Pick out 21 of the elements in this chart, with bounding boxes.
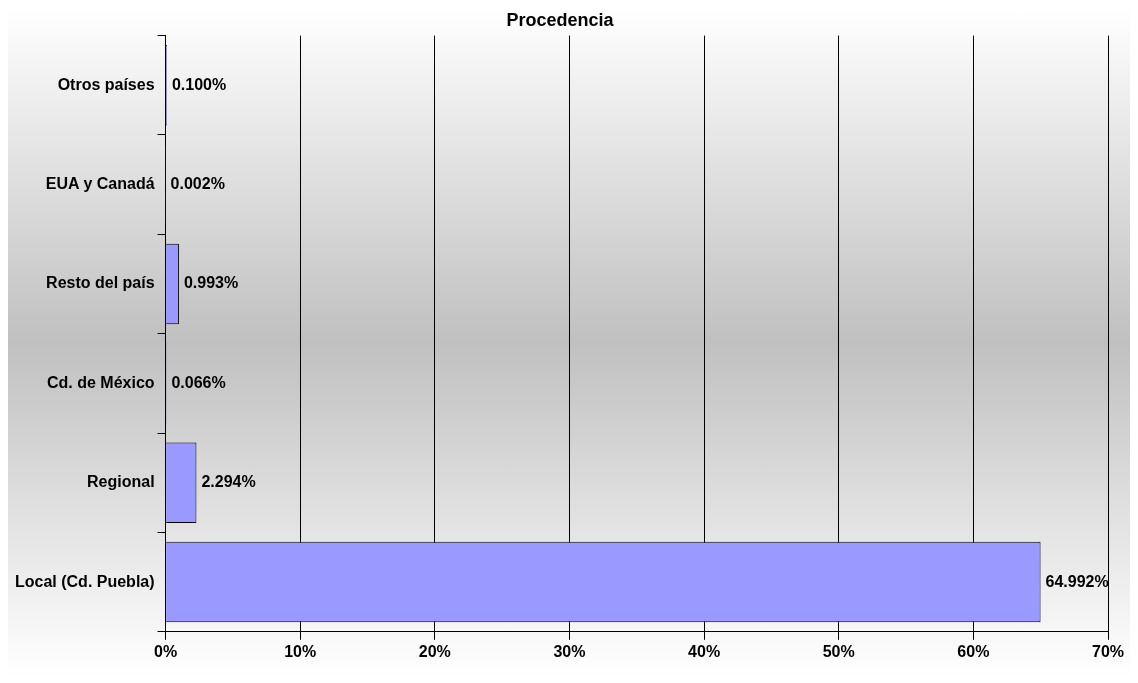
y-tick-label: Otros países [57, 75, 155, 93]
y-tick-label: Regional [87, 473, 155, 491]
x-tick-label: 70% [1091, 642, 1125, 660]
data-label: 0.993% [183, 274, 239, 292]
y-tick-label: Resto del país [46, 274, 155, 292]
data-label: 0.100% [171, 75, 227, 93]
x-tick-label: 50% [822, 642, 855, 660]
x-tick-label: 30% [553, 642, 586, 660]
chart-title: Procedencia [506, 9, 615, 30]
y-tick-label: EUA y Canadá [45, 175, 155, 193]
x-tick-label: 10% [284, 642, 317, 660]
data-label: 64.992% [1045, 572, 1109, 590]
data-label: 0.066% [171, 373, 226, 391]
x-tick-label: 60% [957, 642, 990, 660]
y-tick-label: Local (Cd. Puebla) [14, 572, 155, 590]
x-tick-label: 40% [688, 642, 721, 660]
data-label: 2.294% [201, 473, 256, 491]
data-label: 0.002% [170, 175, 225, 193]
x-tick-label: 0% [154, 642, 178, 660]
y-tick-label: Cd. de México [46, 373, 155, 391]
x-tick-label: 20% [418, 642, 451, 660]
